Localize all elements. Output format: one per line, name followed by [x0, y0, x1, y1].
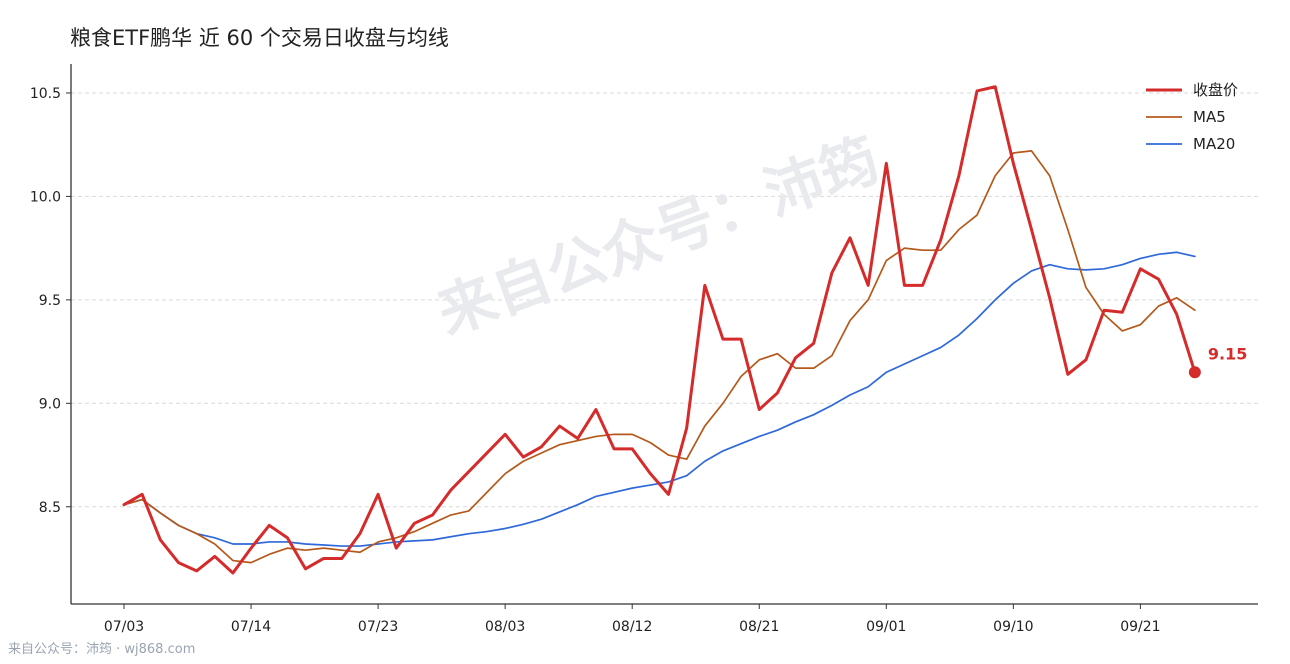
y-tick-label: 10.0 — [30, 189, 61, 205]
y-tick-label: 8.5 — [39, 500, 61, 516]
series-layer — [122, 85, 1197, 575]
chart-title: 粮食ETF鹏华 近 60 个交易日收盘与均线 — [70, 26, 449, 50]
y-tick-label: 9.5 — [39, 293, 61, 309]
series-line-close — [122, 85, 1197, 575]
axis-layer: 8.5 9.0 9.5 10.0 10.5 07/03 07/14 07/23 08/03 08/… — [30, 64, 1258, 635]
legend-label: MA20 — [1193, 135, 1235, 153]
series-line-ma5 — [123, 150, 1196, 564]
marker-layer: 9.15 — [1188, 344, 1247, 379]
legend-label: MA5 — [1193, 108, 1226, 126]
watermark: 来自公众号：沛筠 — [429, 125, 888, 348]
legend-label: 收盘价 — [1193, 81, 1238, 99]
x-tick-label: 07/14 — [231, 619, 271, 635]
y-tick-label: 10.5 — [30, 86, 61, 102]
series-line-ma20 — [123, 251, 1196, 547]
x-tick-label: 09/10 — [993, 619, 1033, 635]
x-tick-label: 08/21 — [739, 619, 779, 635]
x-tick-label: 09/01 — [866, 619, 906, 635]
x-tick-label: 07/03 — [104, 619, 144, 635]
x-tick-label: 09/21 — [1120, 619, 1160, 635]
footer-credit: 来自公众号：沛筠 · wj868.com — [8, 641, 195, 657]
legend: 收盘价 MA5 MA20 — [1146, 81, 1238, 153]
x-tick-label: 08/12 — [612, 619, 652, 635]
last-close-label: 9.15 — [1208, 344, 1247, 363]
x-tick-label: 07/23 — [358, 619, 398, 635]
grid-layer — [71, 92, 1258, 508]
last-close-marker — [1188, 366, 1201, 379]
y-tick-label: 9.0 — [39, 396, 61, 412]
x-tick-label: 08/03 — [485, 619, 525, 635]
